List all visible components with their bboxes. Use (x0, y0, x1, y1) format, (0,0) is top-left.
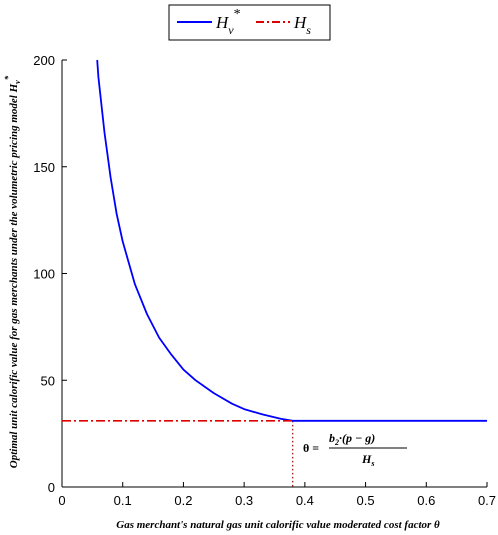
legend-label-hs: Hs (293, 13, 311, 37)
legend-hs-sub: s (306, 23, 311, 37)
y-tick-label: 200 (33, 53, 55, 68)
formula-lhs: θ = (303, 441, 319, 455)
legend-label-hv: Hv* (215, 7, 241, 37)
formula-denominator: Hs (361, 452, 374, 468)
formula-numerator: b2·(p − g) (329, 431, 375, 447)
y-tick-label: 0 (48, 480, 55, 495)
x-tick-label: 0.5 (357, 493, 375, 508)
legend-hv-base: H (215, 13, 230, 32)
series-layer (62, 59, 487, 487)
y-tick-label: 100 (33, 267, 55, 282)
x-tick-label: 0.4 (296, 493, 314, 508)
legend-hs-base: H (293, 13, 308, 32)
y-tick-label: 50 (41, 373, 55, 388)
x-tick-label: 0 (58, 493, 65, 508)
formula-annotation: θ = b2·(p − g) Hs (303, 431, 407, 468)
y-tick-label: 150 (33, 160, 55, 175)
y-axis-label: Optimal unit calorific value for gas mer… (3, 75, 22, 468)
x-tick-label: 0.6 (417, 493, 435, 508)
series-line-v (96, 59, 487, 422)
x-tick-label: 0.7 (478, 493, 496, 508)
x-tick-label: 0.3 (235, 493, 253, 508)
x-tick-label: 0.1 (114, 493, 132, 508)
legend-hv-sup: * (234, 7, 241, 22)
x-tick-label: 0.2 (174, 493, 192, 508)
x-axis-label: Gas merchant's natural gas unit calorifi… (116, 519, 440, 531)
legend-hv-sub: v (228, 23, 234, 37)
y-ticks: 0 50 100 150 200 (33, 53, 67, 495)
legend: Hv* Hs (168, 4, 331, 41)
x-ticks: 0 0.1 0.2 0.3 0.4 0.5 0.6 0.7 (58, 482, 496, 508)
